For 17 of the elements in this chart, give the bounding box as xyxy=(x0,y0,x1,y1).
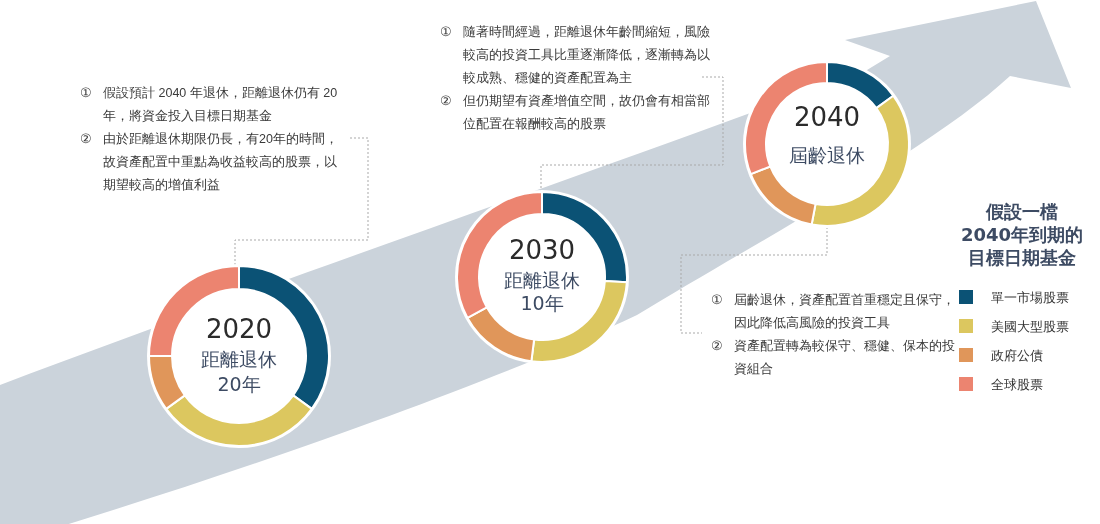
text: 2020 xyxy=(205,314,273,344)
text: ② 但仍期望有資產增值空間，故仍會有相當部位配置在報酬較高的股票 xyxy=(440,93,710,131)
legend-label: 全球股票 xyxy=(991,376,1043,392)
text: ① 屆齡退休，資產配置首重穩定且保守，因此降低高風險的投資工具 xyxy=(711,292,955,330)
text: 距離退休 20年 xyxy=(201,347,277,395)
legend-label: 政府公債 xyxy=(991,347,1043,363)
text: 距離退休 10年 xyxy=(504,268,580,314)
legend-label: 單一市場股票 xyxy=(991,289,1069,305)
text: ② 資產配置轉為較保守、穩健、保本的投資組合 xyxy=(711,338,955,376)
legend-label: 美國大型股票 xyxy=(991,318,1069,334)
text: 2030 xyxy=(508,235,576,265)
text: 2040 xyxy=(793,102,861,132)
text: ① 隨著時間經過，距離退休年齡間縮短，風險較高的投資工具比重逐漸降低，逐漸轉為以較成熟、穩健的資產配置為主 xyxy=(440,24,710,85)
text: ② 由於距離退休期限仍長，有20年的時間，故資產配置中重點為收益較高的股票，以期望較高的增值利益 xyxy=(80,131,338,192)
text: 屆齡退休 xyxy=(789,143,865,166)
legend-title: 假設一檔2040年到期的目標日期基金 xyxy=(960,201,1084,268)
text: ① 假設預計 2040 年退休，距離退休仍有 20 年，將資金投入目標日期基金 xyxy=(80,85,338,123)
